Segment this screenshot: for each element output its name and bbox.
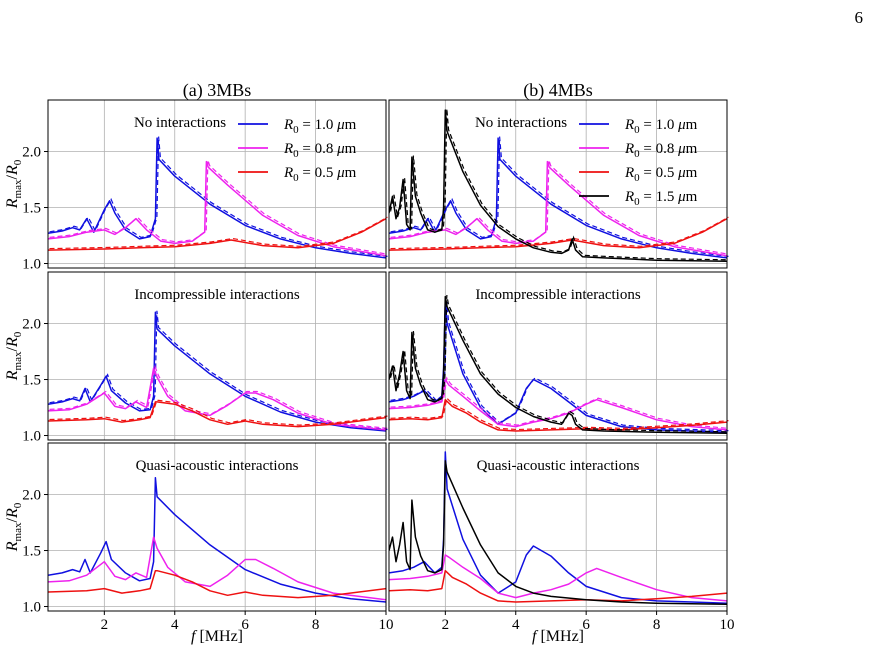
ylabel: Rmax/R0 bbox=[4, 159, 24, 209]
column-title-1: (b) 4MBs bbox=[523, 80, 593, 101]
series-line-r0-0.8 bbox=[48, 160, 386, 257]
series-line-r0-1.0 bbox=[48, 476, 386, 603]
series-line-r0-1.5 bbox=[389, 295, 727, 435]
series-line-r0-0.8 bbox=[389, 554, 727, 602]
series-dashed-r0-1.0 bbox=[49, 310, 388, 431]
series-line-r0-0.5 bbox=[48, 569, 386, 599]
panel-frame bbox=[47, 442, 387, 612]
series-dashed-r0-0.5 bbox=[49, 216, 388, 250]
xtick-label: 2 bbox=[442, 617, 450, 633]
ytick-label: 2.0 bbox=[22, 145, 41, 161]
series-dashed-r0-0.8 bbox=[49, 364, 388, 429]
panel-frame bbox=[47, 99, 387, 269]
series-line-r0-0.5 bbox=[389, 569, 727, 603]
column-title-0: (a) 3MBs bbox=[183, 80, 252, 101]
series-line-r0-1.0 bbox=[48, 311, 386, 432]
ytick-label: 2.0 bbox=[22, 488, 41, 504]
series-line-r0-0.8 bbox=[48, 367, 386, 431]
series-line-r0-1.0 bbox=[389, 451, 727, 604]
panel-frame bbox=[47, 271, 387, 441]
series-line-r0-1.0 bbox=[389, 302, 727, 433]
ylabel: Rmax/R0 bbox=[4, 502, 24, 552]
panel-annotation: Incompressible interactions bbox=[475, 287, 641, 303]
xtick-label: 10 bbox=[720, 617, 735, 633]
ytick-label: 1.0 bbox=[22, 429, 41, 445]
series-dashed-r0-0.8 bbox=[390, 159, 729, 255]
series-line-r0-0.5 bbox=[389, 398, 727, 432]
panel-annotation: Quasi-acoustic interactions bbox=[136, 458, 299, 474]
legend-label-r0-0.5: R0 = 0.5 μm bbox=[283, 165, 357, 184]
legend-label-r0-0.5: R0 = 0.5 μm bbox=[624, 165, 698, 184]
panel-annotation: Incompressible interactions bbox=[134, 287, 300, 303]
ylabel: Rmax/R0 bbox=[4, 331, 24, 381]
series-dashed-r0-0.5 bbox=[390, 216, 729, 250]
legend-label-r0-1.5: R0 = 1.5 μm bbox=[624, 189, 698, 208]
panel-b1: No interactions R0 = 1.0 μm R0 = 0.8 μm R0 … bbox=[388, 99, 729, 269]
xtick-label: 8 bbox=[312, 617, 320, 633]
xtick-label: 6 bbox=[241, 617, 249, 633]
xlabel: f [MHz] bbox=[191, 628, 243, 645]
legend-label-r0-1.0: R0 = 1.0 μm bbox=[624, 117, 698, 136]
xtick-label: 4 bbox=[171, 617, 179, 633]
page-number: 6 bbox=[854, 8, 864, 27]
series-dashed-r0-0.5 bbox=[390, 397, 729, 431]
panel-b2: Incompressible interactions bbox=[388, 271, 729, 441]
legend-label-r0-1.0: R0 = 1.0 μm bbox=[283, 117, 357, 136]
ytick-label: 2.0 bbox=[22, 317, 41, 333]
panel-frame bbox=[388, 271, 728, 441]
panel-annotation: No interactions bbox=[134, 115, 226, 131]
ytick-label: 1.5 bbox=[22, 544, 41, 560]
series-dashed-r0-1.5 bbox=[390, 108, 729, 261]
series-line-r0-1.0 bbox=[389, 137, 727, 259]
series-dashed-r0-0.8 bbox=[49, 159, 388, 255]
series-line-r0-1.0 bbox=[48, 137, 386, 259]
series-dashed-r0-1.5 bbox=[390, 294, 729, 433]
panel-annotation: Quasi-acoustic interactions bbox=[477, 458, 640, 474]
series-line-r0-1.5 bbox=[389, 460, 727, 606]
xtick-label: 2 bbox=[101, 617, 109, 633]
series-line-r0-0.5 bbox=[48, 401, 386, 428]
ytick-label: 1.5 bbox=[22, 373, 41, 389]
panel-frame bbox=[388, 99, 728, 269]
legend-label-r0-0.8: R0 = 0.8 μm bbox=[283, 141, 357, 160]
xlabel: f [MHz] bbox=[532, 628, 584, 645]
xtick-label: 4 bbox=[512, 617, 520, 633]
ylabel-text: Rmax/R0 bbox=[4, 159, 24, 209]
series-line-r0-0.8 bbox=[48, 536, 386, 601]
xtick-label: 10 bbox=[379, 617, 394, 633]
series-line-r0-0.8 bbox=[389, 378, 727, 431]
ylabel-text: Rmax/R0 bbox=[4, 331, 24, 381]
panel-frame bbox=[388, 442, 728, 612]
series-dashed-r0-0.8 bbox=[390, 376, 729, 429]
ytick-label: 1.0 bbox=[22, 257, 41, 273]
ylabel-text: Rmax/R0 bbox=[4, 502, 24, 552]
series-line-r0-0.8 bbox=[389, 160, 727, 257]
legend-label-r0-0.8: R0 = 0.8 μm bbox=[624, 141, 698, 160]
panel-b3: 2 4 6 8 10 f [MHz] Quasi-acoustic interactions bbox=[388, 442, 735, 645]
xtick-label: 6 bbox=[582, 617, 590, 633]
series-dashed-r0-1.0 bbox=[390, 301, 729, 432]
ytick-label: 1.0 bbox=[22, 600, 41, 616]
xtick-label: 8 bbox=[653, 617, 661, 633]
ytick-label: 1.5 bbox=[22, 201, 41, 217]
series-dashed-r0-0.5 bbox=[49, 399, 388, 426]
series-line-r0-0.5 bbox=[48, 218, 386, 251]
panel-annotation: No interactions bbox=[475, 115, 567, 131]
